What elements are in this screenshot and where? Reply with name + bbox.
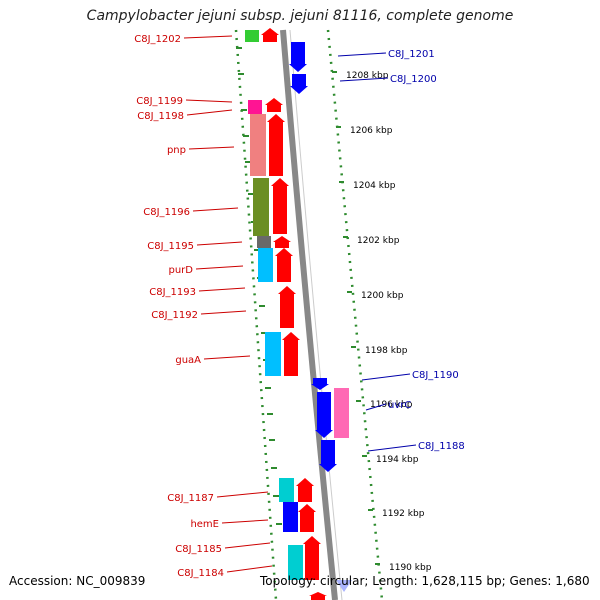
left-gene-label: C8J_1192 [151,310,198,321]
right-leader-line [367,444,417,452]
tick-label: 1202 kbp [357,236,400,246]
tick-label: 1198 kbp [365,346,408,356]
tick-label: 1206 kbp [350,126,393,136]
cog-block [248,100,262,114]
reverse-genes [289,42,352,592]
reverse-gene-arrow [311,378,329,390]
tick-label: 1196 kbp [370,400,413,410]
forward-gene-arrow [303,536,321,580]
right-leader-line [361,373,411,381]
forward-gene-arrow [265,98,283,112]
cog-block [334,388,349,438]
cog-block [245,30,259,42]
map-title: Campylobacter jejuni subsp. jejuni 81116… [86,8,514,24]
left-gene-label: C8J_1184 [177,568,224,579]
right-leader-line [337,52,387,57]
left-gene-label: C8J_1195 [147,241,194,252]
backbone-edge [289,29,343,600]
tick-label: 1208 kbp [346,71,389,81]
tick-label: 1192 kbp [382,509,425,519]
tick-label: 1194 kbp [376,455,419,465]
left-gene-label: C8J_1193 [149,287,196,298]
left-leader-line [195,265,244,270]
left-leader-line [198,287,246,292]
cog-block [253,178,269,236]
right-gene-labels: C8J_1201 C8J_1200 C8J_1190 uvrC C8J_1188 [337,49,465,452]
right-gene-label: uvrC [388,400,411,411]
cog-block [257,236,271,248]
left-leader-line [186,109,233,116]
tick-label: 1190 kbp [389,563,432,573]
forward-gene-arrow [267,114,285,176]
accession-label: Accession: NC_009839 [9,574,146,588]
reverse-gene-arrow [336,580,352,592]
left-gene-label: pnp [167,145,186,156]
cog-block [288,545,303,580]
tick-label: 1204 kbp [353,181,396,191]
left-gene-label: hemE [190,519,219,530]
left-leader-line [216,491,269,498]
forward-gene-arrow [309,592,327,600]
forward-gene-arrow [261,28,279,42]
cog-block [258,248,273,282]
right-gene-label: C8J_1188 [418,441,465,452]
forward-gene-arrow [296,478,314,502]
left-gene-label: C8J_1198 [137,111,184,122]
left-leader-line [183,35,233,39]
right-gene-label: C8J_1201 [388,49,435,60]
cog-block [250,114,266,176]
forward-gene-arrow [273,236,291,248]
forward-gene-arrow [271,178,289,234]
cog-block [265,332,281,376]
right-leader-line [339,77,389,82]
left-leader-line [224,542,271,549]
right-leader-line [365,403,387,411]
left-gene-label: C8J_1202 [134,34,181,45]
forward-gene-arrow [298,504,316,532]
reverse-gene-arrow [315,392,333,438]
tick-label: 1200 kbp [361,291,404,301]
right-gene-label: C8J_1200 [390,74,437,85]
left-leader-line [203,355,251,360]
left-leader-line [185,99,233,103]
forward-genes [261,28,327,600]
left-gene-label: C8J_1196 [143,207,190,218]
left-leader-line [200,310,247,315]
reverse-gene-arrow [319,440,337,472]
forward-gene-arrow [275,248,293,282]
left-leader-line [192,207,239,212]
left-gene-label: guaA [175,355,201,366]
left-leader-line [188,146,235,150]
forward-gene-arrow [278,286,296,328]
left-leader-line [196,241,243,246]
left-gene-label: purD [169,265,194,276]
reverse-gene-arrow [289,42,307,72]
reverse-gene-arrow [290,74,308,94]
forward-gene-arrow [282,332,300,376]
left-leader-line [221,519,269,524]
left-leader-line [226,565,273,573]
left-gene-label: C8J_1187 [167,493,214,504]
cog-block [279,478,294,502]
genome-summary: Topology: circular; Length: 1,628,115 bp… [260,574,590,588]
right-gene-label: C8J_1190 [412,370,459,381]
outer-dotted-track [326,29,384,600]
left-gene-label: C8J_1185 [175,544,222,555]
backbone [280,29,338,600]
cog-blocks [245,30,349,580]
cog-block [283,502,298,532]
left-gene-label: C8J_1199 [136,96,183,107]
